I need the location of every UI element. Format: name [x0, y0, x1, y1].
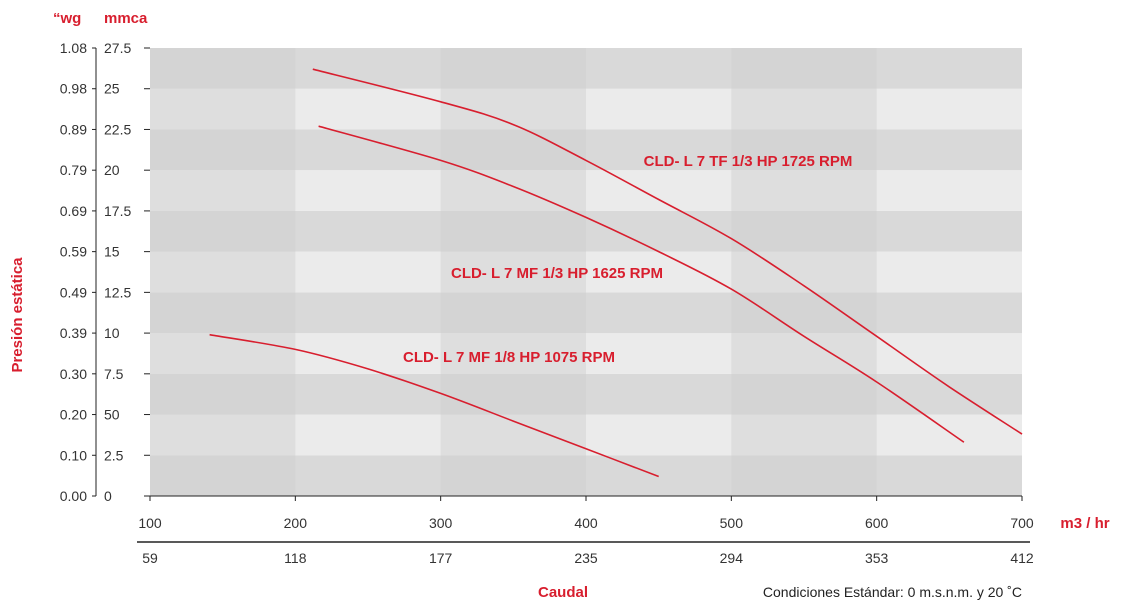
- grid-band: [150, 373, 1022, 415]
- x-tick-label: 300: [429, 515, 453, 531]
- axes: 0.00 0 0.10 2.5 0.20 50 0.30 7.5 0.39 10 0.49 12.5 0…: [60, 40, 1034, 566]
- unit-wg-label: “wg: [53, 10, 81, 27]
- x-tick-label-secondary: 412: [1010, 550, 1034, 566]
- grid-band: [150, 88, 1022, 130]
- y-tick-label-mmca: 15: [104, 244, 120, 260]
- unit-mmca-label: mmca: [104, 10, 148, 27]
- y-tick-label-mmca: 27.5: [104, 40, 131, 56]
- x-tick-label-secondary: 118: [284, 550, 307, 566]
- grid-band: [150, 129, 1022, 171]
- grid-band: [150, 455, 1022, 496]
- y-tick-label-mmca: 20: [104, 162, 120, 178]
- y-tick-label-wg: 0.89: [60, 121, 87, 137]
- series-line-3: [209, 333, 659, 478]
- series-line-1: [312, 68, 1023, 435]
- x-tick-label: 200: [284, 515, 308, 531]
- series-label-2: CLD- L 7 MF 1/3 HP 1625 RPM: [451, 265, 663, 282]
- grid-column-shade: [150, 48, 296, 496]
- series-label-3: CLD- L 7 MF 1/8 HP 1075 RPM: [403, 349, 615, 366]
- y-tick-label-wg: 0.59: [60, 244, 87, 260]
- y-tick-label-wg: 0.30: [60, 366, 87, 382]
- x-tick-label-secondary: 59: [142, 550, 158, 566]
- series-line-2: [318, 125, 965, 443]
- grid-band: [150, 170, 1022, 211]
- y-tick-label-wg: 0.20: [60, 407, 87, 423]
- y-tick-label-mmca: 10: [104, 325, 120, 341]
- y-tick-label-wg: 1.08: [60, 40, 87, 56]
- y-tick-label-wg: 0.79: [60, 162, 87, 178]
- y-tick-label-wg: 0.00: [60, 488, 87, 504]
- y-tick-label-wg: 0.10: [60, 447, 87, 463]
- y-tick-label-mmca: 7.5: [104, 366, 124, 382]
- x-tick-label-secondary: 294: [720, 550, 744, 566]
- grid-band: [150, 251, 1022, 293]
- x-tick-label-secondary: 353: [865, 550, 889, 566]
- y-tick-label-wg: 0.49: [60, 284, 87, 300]
- y-tick-label-wg: 0.98: [60, 81, 87, 97]
- y-tick-label-mmca: 50: [104, 407, 120, 423]
- x-tick-label-secondary: 235: [574, 550, 598, 566]
- y-tick-label-mmca: 0: [104, 488, 112, 504]
- y-tick-label-mmca: 12.5: [104, 284, 131, 300]
- x-tick-label: 500: [720, 515, 744, 531]
- x-tick-label: 600: [865, 515, 889, 531]
- x-tick-label: 400: [574, 515, 598, 531]
- y-tick-label-mmca: 22.5: [104, 121, 131, 137]
- grid-band: [150, 333, 1022, 374]
- grid-column-shade: [731, 48, 877, 496]
- y-tick-label-wg: 0.39: [60, 325, 87, 341]
- y-axis-title: Presión estática: [9, 257, 26, 373]
- conditions-note: Condiciones Estándar: 0 m.s.n.m. y 20 ˚C: [763, 584, 1022, 600]
- performance-curves: CLD- L 7 TF 1/3 HP 1725 RPM CLD- L 7 MF 1…: [209, 68, 1023, 478]
- x-tick-label: 700: [1010, 515, 1034, 531]
- x-tick-label: 100: [138, 515, 162, 531]
- y-tick-label-mmca: 25: [104, 81, 120, 97]
- x-unit-label: m3 / hr: [1060, 515, 1109, 532]
- grid-band: [150, 292, 1022, 334]
- y-tick-label-mmca: 2.5: [104, 447, 124, 463]
- x-axis-title: Caudal: [538, 584, 588, 601]
- y-tick-label-mmca: 17.5: [104, 203, 131, 219]
- y-tick-label-wg: 0.69: [60, 203, 87, 219]
- grid-band: [150, 48, 1022, 89]
- x-tick-label-secondary: 177: [429, 550, 453, 566]
- series-label-1: CLD- L 7 TF 1/3 HP 1725 RPM: [644, 153, 853, 170]
